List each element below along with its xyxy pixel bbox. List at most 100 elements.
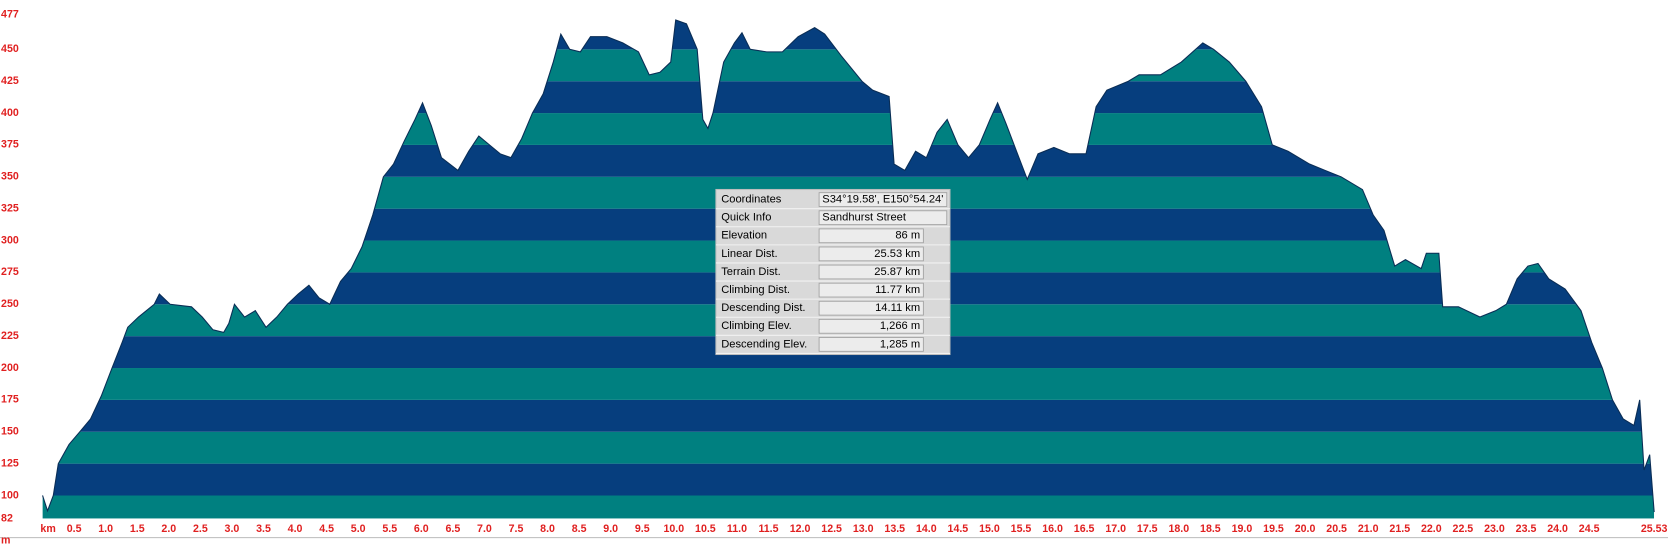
x-tick-label: 14.0 bbox=[916, 523, 937, 535]
info-panel: Coordinates S34°19.58', E150°54.24' Quick … bbox=[715, 188, 951, 356]
x-tick-label: 22.0 bbox=[1421, 523, 1442, 535]
x-tick-label: 4.0 bbox=[288, 523, 303, 535]
value-box bbox=[818, 246, 924, 262]
row-value: 14.11 km bbox=[875, 302, 920, 314]
value-box bbox=[818, 228, 924, 244]
row-label: Terrain Dist. bbox=[721, 266, 780, 278]
value-box bbox=[818, 282, 924, 298]
x-tick-label: 3.0 bbox=[225, 523, 240, 535]
y-tick-label: 175 bbox=[1, 394, 19, 406]
x-tick-label: 18.5 bbox=[1200, 523, 1221, 535]
x-tick-label: 6.0 bbox=[414, 523, 429, 535]
elevation-band bbox=[42, 113, 1655, 145]
x-tick-label: 11.0 bbox=[727, 523, 747, 535]
x-tick-label: 16.5 bbox=[1074, 523, 1095, 535]
x-tick-label: 6.5 bbox=[445, 523, 460, 535]
row-label: Climbing Elev. bbox=[721, 320, 791, 332]
elevation-band bbox=[42, 399, 1655, 432]
row-label: Coordinates bbox=[721, 194, 782, 206]
y-tick-label: 225 bbox=[1, 330, 19, 342]
x-tick-label: 18.0 bbox=[1168, 523, 1189, 535]
x-tick-label: 9.5 bbox=[635, 523, 650, 535]
row-value: 1,266 m bbox=[880, 320, 920, 332]
x-tick-label: 14.5 bbox=[948, 523, 969, 535]
x-tick-label: 25.53 bbox=[1641, 523, 1668, 535]
x-tick-label: 10.0 bbox=[663, 523, 684, 535]
y-tick-label: 125 bbox=[1, 457, 19, 469]
x-tick-label: 9.0 bbox=[603, 523, 618, 535]
row-label: Linear Dist. bbox=[721, 248, 777, 260]
y-axis-unit: m bbox=[1, 535, 10, 544]
x-tick-label: 15.0 bbox=[979, 523, 1000, 535]
x-tick-label: 2.5 bbox=[193, 523, 208, 535]
value-box bbox=[818, 192, 948, 207]
y-tick-label: 300 bbox=[1, 234, 19, 246]
row-value: 86 m bbox=[895, 230, 920, 242]
elevation-band bbox=[42, 463, 1655, 496]
x-tick-label: 13.0 bbox=[853, 523, 874, 535]
x-tick-label: 24.5 bbox=[1579, 523, 1600, 535]
row-label: Elevation bbox=[721, 230, 767, 242]
y-tick-label: 450 bbox=[1, 43, 19, 55]
x-tick-label: 21.5 bbox=[1389, 523, 1410, 535]
elevation-band bbox=[42, 20, 1655, 50]
y-tick-label: 200 bbox=[1, 362, 19, 374]
x-tick-label: 12.0 bbox=[790, 523, 811, 535]
x-tick-label: 15.5 bbox=[1011, 523, 1032, 535]
x-tick-label: 8.5 bbox=[572, 523, 587, 535]
x-axis-unit: km bbox=[40, 523, 55, 535]
x-tick-label: 16.0 bbox=[1042, 523, 1063, 535]
x-tick-label: 5.5 bbox=[382, 523, 397, 535]
x-tick-label: 19.0 bbox=[1232, 523, 1253, 535]
x-tick-label: 4.5 bbox=[319, 523, 334, 535]
x-tick-label: 17.0 bbox=[1105, 523, 1126, 535]
x-tick-label: 1.5 bbox=[130, 523, 145, 535]
row-value: 25.87 km bbox=[874, 266, 920, 278]
row-label: Climbing Dist. bbox=[721, 284, 790, 296]
y-tick-label: 350 bbox=[1, 171, 19, 183]
value-box bbox=[818, 337, 924, 352]
x-tick-label: 17.5 bbox=[1137, 523, 1158, 535]
y-tick-label: 100 bbox=[1, 489, 19, 501]
elevation-band bbox=[42, 431, 1655, 464]
elevation-band bbox=[42, 495, 1655, 519]
y-tick-label: 325 bbox=[1, 202, 19, 214]
x-tick-label: 5.0 bbox=[351, 523, 366, 535]
x-tick-label: 7.5 bbox=[509, 523, 524, 535]
x-tick-label: 1.0 bbox=[98, 523, 113, 535]
x-tick-label: 19.5 bbox=[1263, 523, 1284, 535]
y-tick-label: 375 bbox=[1, 139, 19, 151]
x-tick-label: 20.5 bbox=[1326, 523, 1347, 535]
x-tick-label: 22.5 bbox=[1453, 523, 1474, 535]
x-tick-label: 7.0 bbox=[477, 523, 492, 535]
y-tick-label: 275 bbox=[1, 266, 19, 278]
row-value: 1,285 m bbox=[880, 338, 920, 350]
row-label: Quick Info bbox=[721, 212, 771, 224]
y-tick-label: 400 bbox=[1, 107, 19, 119]
y-tick-label: 82 bbox=[1, 512, 13, 524]
elevation-area bbox=[42, 19, 1655, 513]
x-tick-label: 21.0 bbox=[1358, 523, 1379, 535]
x-tick-label: 10.5 bbox=[695, 523, 716, 535]
elevation-band bbox=[42, 81, 1655, 114]
y-tick-label: 150 bbox=[1, 426, 19, 438]
value-box bbox=[818, 318, 924, 334]
row-value: S34°19.58', E150°54.24' bbox=[822, 194, 943, 206]
x-tick-label: 13.5 bbox=[884, 523, 905, 535]
x-tick-label: 23.5 bbox=[1516, 523, 1537, 535]
x-tick-label: 8.0 bbox=[540, 523, 555, 535]
x-tick-label: 20.0 bbox=[1295, 523, 1316, 535]
y-tick-label: 250 bbox=[1, 298, 19, 310]
row-label: Descending Elev. bbox=[721, 338, 807, 350]
x-tick-label: 11.5 bbox=[758, 523, 778, 535]
row-value: 11.77 km bbox=[875, 284, 920, 296]
value-box bbox=[818, 300, 924, 316]
y-tick-label: 425 bbox=[1, 75, 19, 87]
x-tick-label: 24.0 bbox=[1547, 523, 1568, 535]
row-value: 25.53 km bbox=[874, 248, 920, 260]
y-tick-label: 477 bbox=[1, 9, 19, 21]
value-box bbox=[818, 210, 948, 226]
row-label: Descending Dist. bbox=[721, 302, 805, 314]
x-tick-label: 0.5 bbox=[67, 523, 82, 535]
